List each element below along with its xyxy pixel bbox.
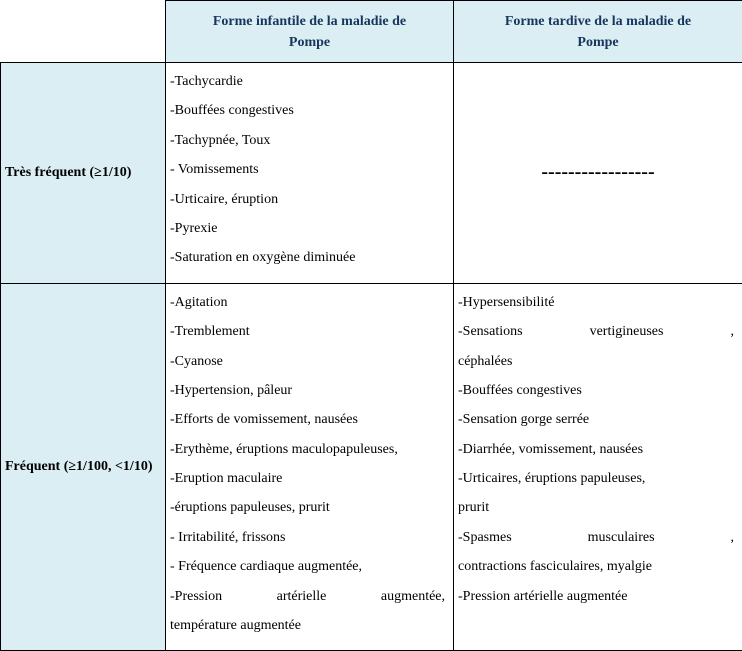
fq-inf-5: -Erythème, éruptions maculopapuleuses, [170, 435, 445, 464]
dash-placeholder: ----------------- [541, 161, 654, 183]
fq-tar-m2: -Diarrhée, vomissement, nausées [458, 435, 734, 464]
fq-tar-j2b: musculaires [588, 530, 655, 545]
fq-tar-after2: contractions fasciculaires, myalgie [458, 552, 734, 581]
row-frequent: Fréquent (≥1/100, <1/10) -Agitation -Tre… [1, 283, 742, 651]
col-header-tardive-l1: Forme tardive de la maladie de [505, 14, 691, 29]
fq-inf-3: -Hypertension, pâleur [170, 376, 445, 405]
fq-inf-6: -Eruption maculaire [170, 464, 445, 493]
fq-tar-m1: -Sensation gorge serrée [458, 405, 734, 434]
fq-tar-j1c: , [731, 324, 735, 339]
fq-inf-j1c: augmentée, [381, 589, 445, 604]
tf-inf-5: -Pyrexie [170, 214, 445, 243]
fq-tar-j2c: , [731, 530, 735, 545]
fq-tar-s0: -Hypersensibilité [458, 288, 734, 317]
col-header-infantile-l2: Pompe [289, 35, 330, 50]
tf-inf-1: -Bouffées congestives [170, 96, 445, 125]
fq-tar-last: -Pression artérielle augmentée [458, 582, 734, 611]
fq-tar-j1a: -Sensations [458, 324, 523, 339]
col-header-tardive-l2: Pompe [577, 35, 618, 50]
fq-tar-j1b: vertigineuses [590, 324, 664, 339]
cell-tres-frequent-tardive: ----------------- [454, 63, 742, 284]
tf-inf-4: -Urticaire, éruption [170, 185, 445, 214]
fq-inf-0: -Agitation [170, 288, 445, 317]
fq-tar-after1: céphalées [458, 347, 734, 376]
fq-inf-2: -Cyanose [170, 347, 445, 376]
fq-inf-last: température augmentée [170, 611, 445, 640]
fq-inf-7: -éruptions papuleuses, prurit [170, 493, 445, 522]
fq-inf-justify: -Pression artérielle augmentée, [170, 582, 445, 611]
tf-inf-3: - Vomissements [170, 155, 445, 184]
fq-inf-j1b: artérielle [277, 589, 327, 604]
fq-inf-1: -Tremblement [170, 317, 445, 346]
cell-tres-frequent-infantile: -Tachycardie -Bouffées congestives -Tach… [166, 63, 454, 284]
fq-tar-m3: -Urticaires, éruptions papuleuses, [458, 464, 734, 493]
fq-inf-8: - Irritabilité, frissons [170, 523, 445, 552]
fq-inf-4: -Efforts de vomissement, nausées [170, 405, 445, 434]
cell-frequent-tardive: -Hypersensibilité -Sensations vertigineu… [454, 283, 742, 651]
pompe-table: Forme infantile de la maladie de Pompe F… [0, 0, 742, 651]
header-row: Forme infantile de la maladie de Pompe F… [1, 1, 742, 63]
rowhead-tres-frequent-label: Très fréquent (≥1/10) [5, 165, 131, 180]
rowhead-frequent: Fréquent (≥1/100, <1/10) [1, 283, 166, 651]
fq-tar-m4: prurit [458, 493, 734, 522]
col-header-infantile-l1: Forme infantile de la maladie de [213, 14, 406, 29]
col-header-tardive: Forme tardive de la maladie de Pompe [454, 1, 742, 63]
corner-cell [1, 1, 166, 63]
fq-tar-j1: -Sensations vertigineuses , [458, 317, 734, 346]
cell-frequent-infantile: -Agitation -Tremblement -Cyanose -Hypert… [166, 283, 454, 651]
col-header-infantile: Forme infantile de la maladie de Pompe [166, 1, 454, 63]
tf-inf-0: -Tachycardie [170, 67, 445, 96]
tf-inf-6: -Saturation en oxygène diminuée [170, 243, 445, 272]
fq-tar-m0: -Bouffées congestives [458, 376, 734, 405]
fq-inf-j1a: -Pression [170, 589, 222, 604]
row-tres-frequent: Très fréquent (≥1/10) -Tachycardie -Bouf… [1, 63, 742, 284]
fq-tar-j2a: -Spasmes [458, 530, 512, 545]
tf-inf-2: -Tachypnée, Toux [170, 126, 445, 155]
fq-inf-9: - Fréquence cardiaque augmentée, [170, 552, 445, 581]
rowhead-tres-frequent: Très fréquent (≥1/10) [1, 63, 166, 284]
fq-tar-j2: -Spasmes musculaires , [458, 523, 734, 552]
rowhead-frequent-label: Fréquent (≥1/100, <1/10) [5, 459, 152, 474]
